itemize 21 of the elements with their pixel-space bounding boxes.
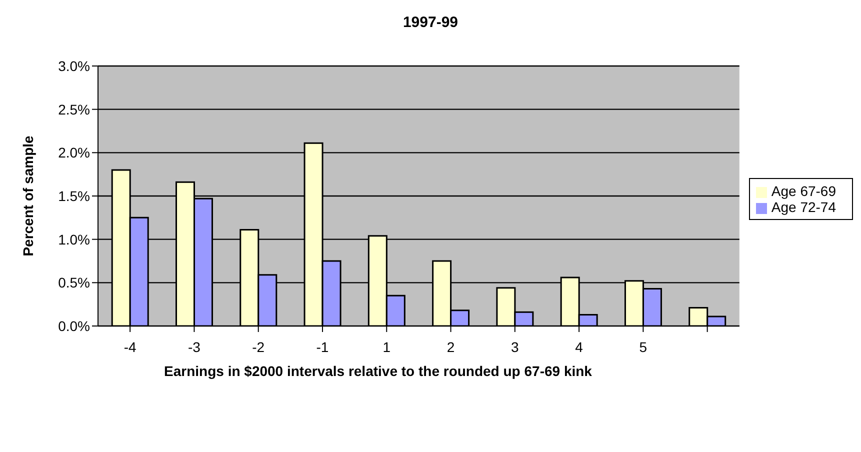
legend-label: Age 67-69: [771, 183, 836, 199]
y-tick-label: 2.5%: [58, 101, 90, 118]
x-tick-label: -2: [252, 338, 265, 355]
x-axis-title: Earnings in $2000 intervals relative to the rounded up 67-69 kink: [163, 362, 593, 381]
x-tick-label: 3: [511, 338, 520, 355]
y-tick-label: 1.5%: [58, 188, 90, 204]
x-tick-label: 2: [446, 338, 455, 355]
y-tick-label: 2.0%: [58, 144, 90, 161]
legend-label: Age 72-74: [771, 199, 836, 215]
x-tick-label: -1: [316, 338, 329, 355]
x-tick-label: 4: [575, 338, 584, 355]
x-tick-label: 1: [382, 338, 391, 355]
y-tick-label: 0.0%: [58, 318, 90, 334]
x-tick-label: -4: [124, 338, 137, 355]
chart-title: 1997-99: [402, 13, 460, 33]
y-tick-label: 1.0%: [58, 231, 90, 248]
y-tick-label: 3.0%: [58, 58, 90, 74]
x-tick-label: -3: [188, 338, 201, 355]
x-tick-label: 5: [639, 338, 648, 355]
y-axis-title: Percent of sample: [20, 135, 36, 256]
y-tick-label: 0.5%: [58, 274, 90, 291]
